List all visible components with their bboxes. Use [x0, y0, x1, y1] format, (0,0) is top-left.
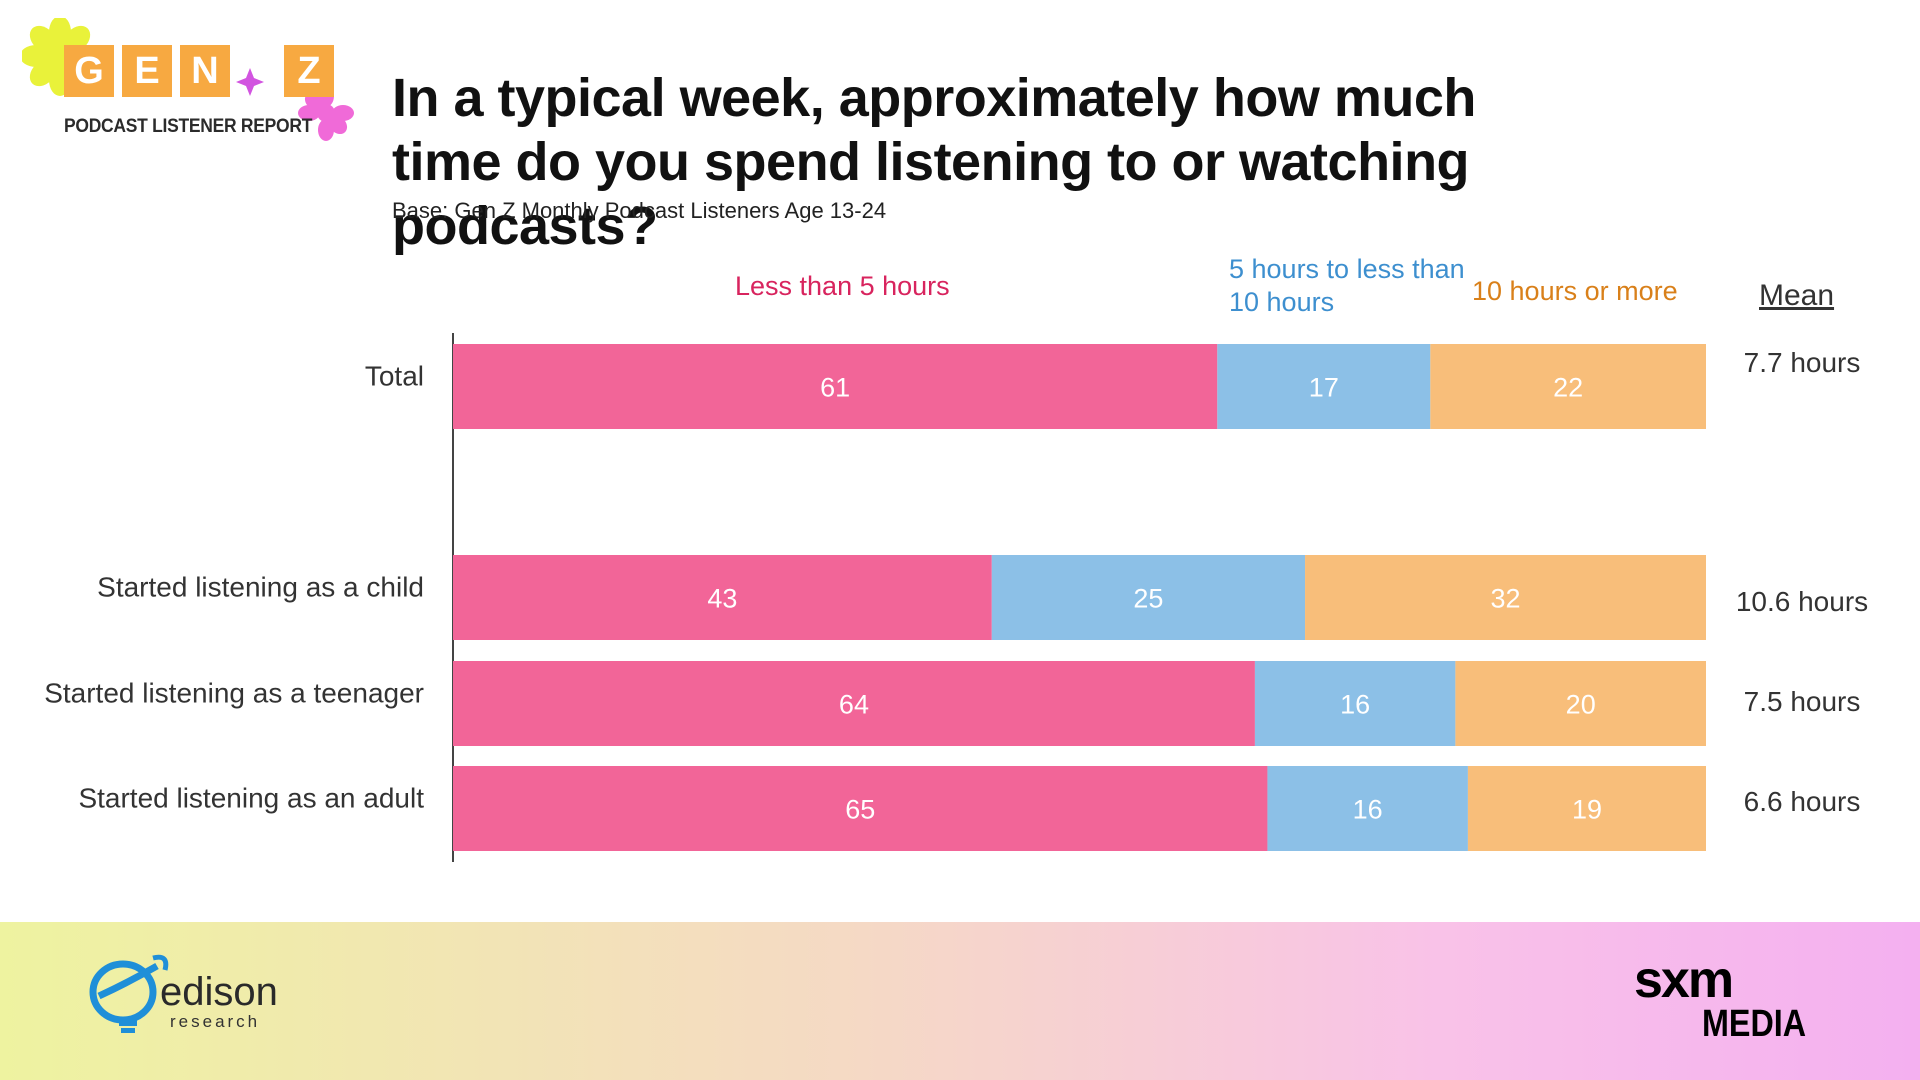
- category-label: Started listening as a teenager: [44, 678, 424, 709]
- logo-letter-e: E: [122, 45, 172, 97]
- data-label: 20: [1566, 690, 1596, 720]
- logo-letter-z: Z: [284, 45, 334, 97]
- legend-5-to-10-hours: 5 hours to less than 10 hours: [1229, 254, 1465, 317]
- bar-segment: [1305, 555, 1706, 640]
- data-label: 17: [1309, 373, 1339, 403]
- data-label: 25: [1133, 584, 1163, 614]
- edison-subtext: research: [170, 1012, 261, 1031]
- category-label: Started listening as a child: [97, 572, 424, 603]
- mean-header: Mean: [1759, 279, 1835, 312]
- bar-segment: [1455, 661, 1706, 746]
- bar-segment: [1254, 661, 1456, 746]
- logo-letter-g: G: [64, 45, 114, 97]
- logo-letter-n: N: [180, 45, 230, 97]
- bar-segment: [1467, 766, 1706, 851]
- bar-segment: [991, 555, 1306, 640]
- legend-less-than-5-hours: Less than 5 hours: [735, 271, 950, 301]
- gen-z-logo: G E N Z PODCAST LISTENER REPORT: [22, 18, 362, 146]
- sxm-media-logo: MEDIA: [1702, 1003, 1807, 1045]
- bar-segment: [453, 661, 1255, 746]
- bar-segment: [1217, 344, 1431, 429]
- bar-segment: [453, 344, 1218, 429]
- bar-segment: [453, 766, 1268, 851]
- data-label: 64: [839, 690, 869, 720]
- data-label: 16: [1353, 795, 1383, 825]
- edison-name: edison: [160, 970, 278, 1014]
- sxm-logo: sxm: [1634, 951, 1734, 1009]
- data-label: 32: [1490, 584, 1520, 614]
- data-label: 16: [1340, 690, 1370, 720]
- logo-subtitle: PODCAST LISTENER REPORT: [64, 116, 313, 137]
- mean-value: 6.6 hours: [1744, 786, 1861, 817]
- category-label: Started listening as an adult: [78, 783, 424, 814]
- data-label: 19: [1572, 795, 1602, 825]
- data-label: 22: [1553, 373, 1583, 403]
- bar-segment: [1267, 766, 1468, 851]
- data-label: 61: [820, 373, 850, 403]
- legend-10-hours-or-more: 10 hours or more: [1472, 276, 1678, 306]
- footer-band: [0, 922, 1920, 1080]
- bar-segment: [453, 555, 992, 640]
- category-label: Total: [365, 361, 424, 392]
- stacked-bar-chart: Total 61 17 22 7.7 hours Started listening as…: [44, 333, 1868, 862]
- chart-subtitle: Base: Gen Z Monthly Podcast Listeners Ag…: [392, 198, 887, 223]
- mean-value: 7.7 hours: [1744, 347, 1861, 378]
- chart-title: In a typical week, approximately how muc…: [392, 68, 1476, 256]
- mean-value: 10.6 hours: [1736, 586, 1868, 617]
- mean-value: 7.5 hours: [1744, 686, 1861, 717]
- data-label: 65: [845, 795, 875, 825]
- bar-segment: [1430, 344, 1706, 429]
- data-label: 43: [707, 584, 737, 614]
- edison-research-logo-icon: [89, 954, 169, 1033]
